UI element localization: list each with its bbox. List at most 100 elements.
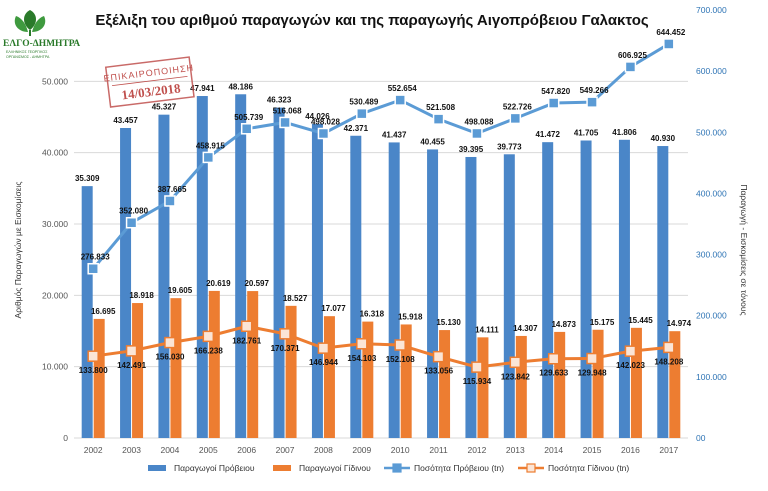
x-tick-label: 2006 <box>237 445 256 455</box>
bar-sheep-producers <box>657 146 669 439</box>
bar-goat-producers <box>669 331 681 438</box>
bar-sheep-producers <box>388 142 400 438</box>
marker-goat-quantity <box>240 320 253 333</box>
legend-entry: Ποσότητα Πρόβειου (tn) <box>414 463 504 473</box>
bar-goat-producers <box>247 291 259 438</box>
marker-goat-quantity <box>125 345 138 357</box>
marker-sheep-quantity <box>471 127 483 140</box>
logo: ΕΛΓΟ-ΔΗΜΗΤΡΑ ΕΛΛΗΝΙΚΟΣ ΓΕΩΡΓΙΚΟΣ ΟΡΓΑΝΙΣ… <box>3 10 80 59</box>
data-label-goat-producers: 16.318 <box>360 310 385 319</box>
y2-tick-label: 600.000 <box>696 66 727 76</box>
data-label-goat-producers: 18.918 <box>129 291 154 300</box>
data-label-sheep-quantity: 521.508 <box>426 103 455 112</box>
data-label-goat-quantity: 133.056 <box>424 367 453 376</box>
data-label-sheep-producers: 39.773 <box>497 142 522 151</box>
marker-sheep-quantity <box>586 96 598 108</box>
data-label-sheep-quantity: 458.915 <box>196 141 225 150</box>
data-label-sheep-producers: 43.457 <box>113 116 138 125</box>
marker-goat-quantity <box>663 341 675 354</box>
data-label-goat-quantity: 115.934 <box>463 377 492 386</box>
y2-tick-label: 300.000 <box>696 250 727 260</box>
marker-goat-quantity <box>624 345 637 357</box>
y2-tick-label: 700.000 <box>696 5 727 15</box>
marker-sheep-quantity <box>624 61 637 73</box>
data-label-goat-quantity: 123.842 <box>501 372 530 381</box>
line-goat-quantity <box>92 324 669 369</box>
bar-goat-producers <box>477 337 489 438</box>
stamp-date: 14/03/2018 <box>121 80 182 102</box>
data-label-sheep-producers: 35.309 <box>75 174 100 183</box>
marker-goat-quantity <box>471 361 483 373</box>
logo-subtitle-line-1: ΕΛΛΗΝΙΚΟΣ ΓΕΩΡΓΙΚΟΣ <box>6 50 48 54</box>
lines <box>87 38 675 373</box>
bar-goat-producers <box>323 316 335 438</box>
bar-sheep-producers <box>120 128 132 439</box>
marker-sheep-quantity <box>432 113 445 125</box>
bar-sheep-producers <box>542 142 554 439</box>
data-label-sheep-quantity: 522.726 <box>503 102 532 111</box>
bars <box>81 94 681 439</box>
data-label-sheep-producers: 41.806 <box>612 128 637 137</box>
bar-goat-producers <box>285 305 297 438</box>
bar-sheep-producers <box>158 114 170 439</box>
x-tick-label: 2008 <box>314 445 333 455</box>
x-tick-label: 2012 <box>467 445 486 455</box>
data-label-goat-quantity: 148.208 <box>654 357 683 366</box>
y-tick-label: 0 <box>63 433 68 443</box>
y2-tick-label: 400.000 <box>696 188 727 198</box>
legend-entry: Παραγωγοί Γίδινου <box>299 463 371 473</box>
data-label-sheep-quantity: 505.739 <box>234 113 263 122</box>
marker-sheep-quantity <box>202 151 215 164</box>
data-label-goat-quantity: 182.761 <box>232 336 261 345</box>
bar-sheep-producers <box>580 140 592 438</box>
marker-sheep-quantity <box>547 97 560 109</box>
data-label-goat-quantity: 142.023 <box>616 361 645 370</box>
x-tick-label: 2016 <box>621 445 640 455</box>
y2-axis-label: Παραγωγή - Εισκομίσεις σε τόνους <box>739 184 749 315</box>
marker-goat-quantity <box>586 352 598 365</box>
bar-sheep-producers <box>350 135 362 438</box>
marker-goat-quantity <box>547 352 560 365</box>
bar-goat-producers <box>132 303 144 438</box>
data-label-sheep-producers: 41.705 <box>574 129 599 138</box>
bar-goat-producers <box>93 318 105 438</box>
data-label-goat-producers: 17.077 <box>321 304 346 313</box>
bar-sheep-producers <box>427 149 439 438</box>
marker-goat-quantity <box>394 339 406 351</box>
data-label-sheep-quantity: 547.820 <box>541 87 570 96</box>
data-label-sheep-producers: 48.186 <box>228 82 253 91</box>
data-label-sheep-quantity: 530.489 <box>349 98 378 107</box>
data-label-goat-producers: 18.527 <box>283 294 308 303</box>
data-label-goat-producers: 14.974 <box>667 319 692 328</box>
marker-sheep-quantity <box>87 262 99 275</box>
data-label-sheep-quantity: 498.088 <box>464 117 493 126</box>
marker-goat-quantity <box>356 338 368 350</box>
bar-goat-producers <box>515 335 527 438</box>
y-axis-label: Αριθμός Παραγωγών με Εισκομίσεις <box>13 182 23 319</box>
marker-goat-quantity <box>317 342 330 354</box>
axis-ticks: 0 10.000 20.000 30.000 40.000 50.000 00 100.000… <box>42 5 727 455</box>
data-label-goat-quantity: 156.030 <box>155 353 184 362</box>
x-tick-label: 2002 <box>84 445 103 455</box>
bar-goat-producers <box>592 329 604 438</box>
x-tick-label: 2004 <box>160 445 179 455</box>
data-label-goat-producers: 14.111 <box>475 325 499 334</box>
legend: Παραγωγοί Πρόβειου Παραγωγοί Γίδινου Ποσότ… <box>148 463 629 473</box>
bar-sheep-producers <box>465 156 477 438</box>
marker-sheep-quantity <box>356 107 368 120</box>
marker-goat-quantity <box>509 356 522 369</box>
marker-sheep-quantity <box>663 38 675 50</box>
data-label-goat-producers: 15.918 <box>398 312 423 321</box>
y-tick-label: 10.000 <box>42 362 68 372</box>
marker-goat-quantity <box>202 330 215 343</box>
bar-sheep-producers <box>273 107 285 439</box>
data-label-goat-producers: 16.695 <box>91 307 116 316</box>
marker-goat-quantity <box>279 328 291 340</box>
x-tick-label: 2010 <box>391 445 410 455</box>
bar-goat-producers <box>630 327 642 438</box>
marker-sheep-quantity <box>279 116 291 129</box>
y-tick-label: 30.000 <box>42 219 68 229</box>
bar-sheep-producers <box>503 154 515 438</box>
logo-name: ΕΛΓΟ-ΔΗΜΗΤΡΑ <box>3 39 80 49</box>
data-label-goat-producers: 14.873 <box>551 320 576 329</box>
